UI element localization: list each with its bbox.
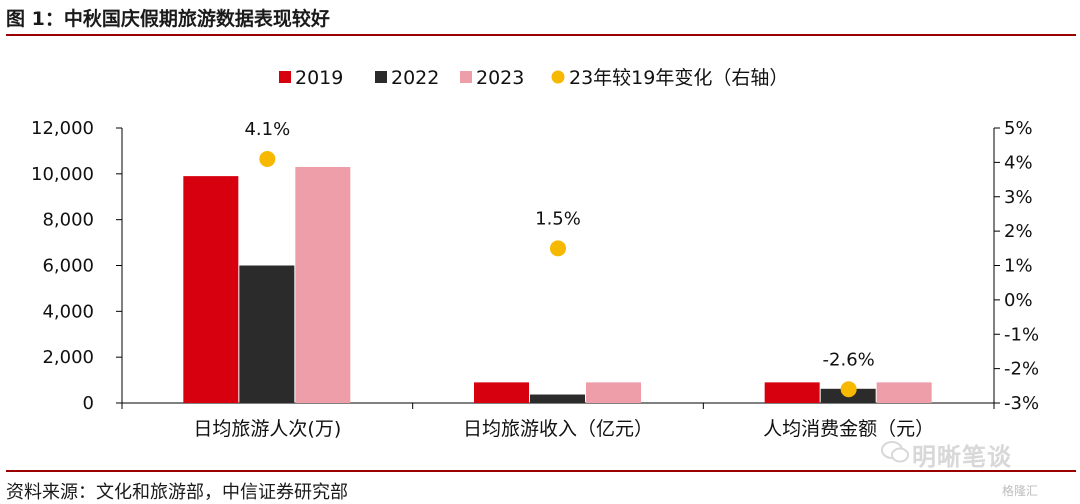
- right-tick-label: 2%: [1004, 221, 1033, 242]
- legend: 2019 2022 2023 23年较19年变化（右轴）: [279, 67, 788, 89]
- watermark-text: 明晰笔谈: [912, 443, 1012, 471]
- category-label: 人均消费金额（元）: [763, 418, 934, 440]
- legend-label: 2019: [295, 67, 343, 89]
- legend-swatch: [279, 71, 291, 83]
- left-tick-label: 4,000: [42, 301, 94, 322]
- left-tick-label: 10,000: [31, 164, 94, 185]
- legend-swatch: [375, 71, 387, 83]
- wechat-icon: [881, 441, 909, 463]
- figure-title: 图 1：中秋国庆假期旅游数据表现较好: [6, 8, 330, 30]
- category-label: 日均旅游人次(万): [193, 418, 341, 440]
- bar-2023: [295, 166, 351, 403]
- bar-2019: [764, 382, 820, 403]
- change-point: [550, 240, 566, 257]
- right-tick-label: 4%: [1004, 152, 1033, 173]
- legend-dot: [551, 70, 565, 84]
- left-tick-label: 2,000: [42, 347, 94, 368]
- right-tick-label: -2%: [1004, 359, 1039, 380]
- bar-2022: [530, 394, 585, 403]
- bar-2019: [474, 382, 529, 403]
- category-label: 日均旅游收入（亿元）: [463, 418, 653, 440]
- left-tick-label: 8,000: [42, 210, 94, 231]
- right-tick-label: 3%: [1004, 187, 1033, 208]
- change-point: [259, 150, 276, 167]
- change-data-label: 4.1%: [244, 119, 290, 140]
- change-data-label: 1.5%: [535, 208, 581, 229]
- left-tick-label: 0: [83, 393, 94, 414]
- change-points: 4.1% 1.5% -2.6%: [244, 119, 875, 398]
- right-tick-label: 5%: [1004, 118, 1033, 139]
- right-tick-label: -3%: [1004, 393, 1039, 414]
- corner-logo: 格隆汇: [1002, 484, 1039, 498]
- legend-label: 2022: [391, 67, 439, 89]
- legend-label: 23年较19年变化（右轴）: [569, 67, 788, 89]
- right-tick-label: 0%: [1004, 290, 1033, 311]
- left-tick-label: 12,000: [31, 118, 94, 139]
- change-point: [840, 381, 857, 398]
- legend-swatch: [460, 71, 472, 83]
- axes: 0 2,000 4,000 6,000 8,000 10,000 12,000 -3% -2% -…: [31, 118, 1039, 440]
- change-data-label: -2.6%: [823, 349, 875, 370]
- left-tick-label: 6,000: [42, 256, 94, 277]
- title-divider: [6, 34, 1076, 36]
- bar-2023: [876, 382, 932, 403]
- bar-2022: [239, 265, 295, 403]
- right-tick-label: 1%: [1004, 256, 1033, 277]
- source-note: 资料来源：文化和旅游部，中信证券研究部: [6, 482, 348, 503]
- bar-2019: [183, 176, 239, 403]
- bar-2023: [586, 382, 641, 403]
- bars: [183, 166, 932, 403]
- footer-divider: [6, 470, 1076, 472]
- right-tick-label: -1%: [1004, 324, 1039, 345]
- legend-label: 2023: [476, 67, 524, 89]
